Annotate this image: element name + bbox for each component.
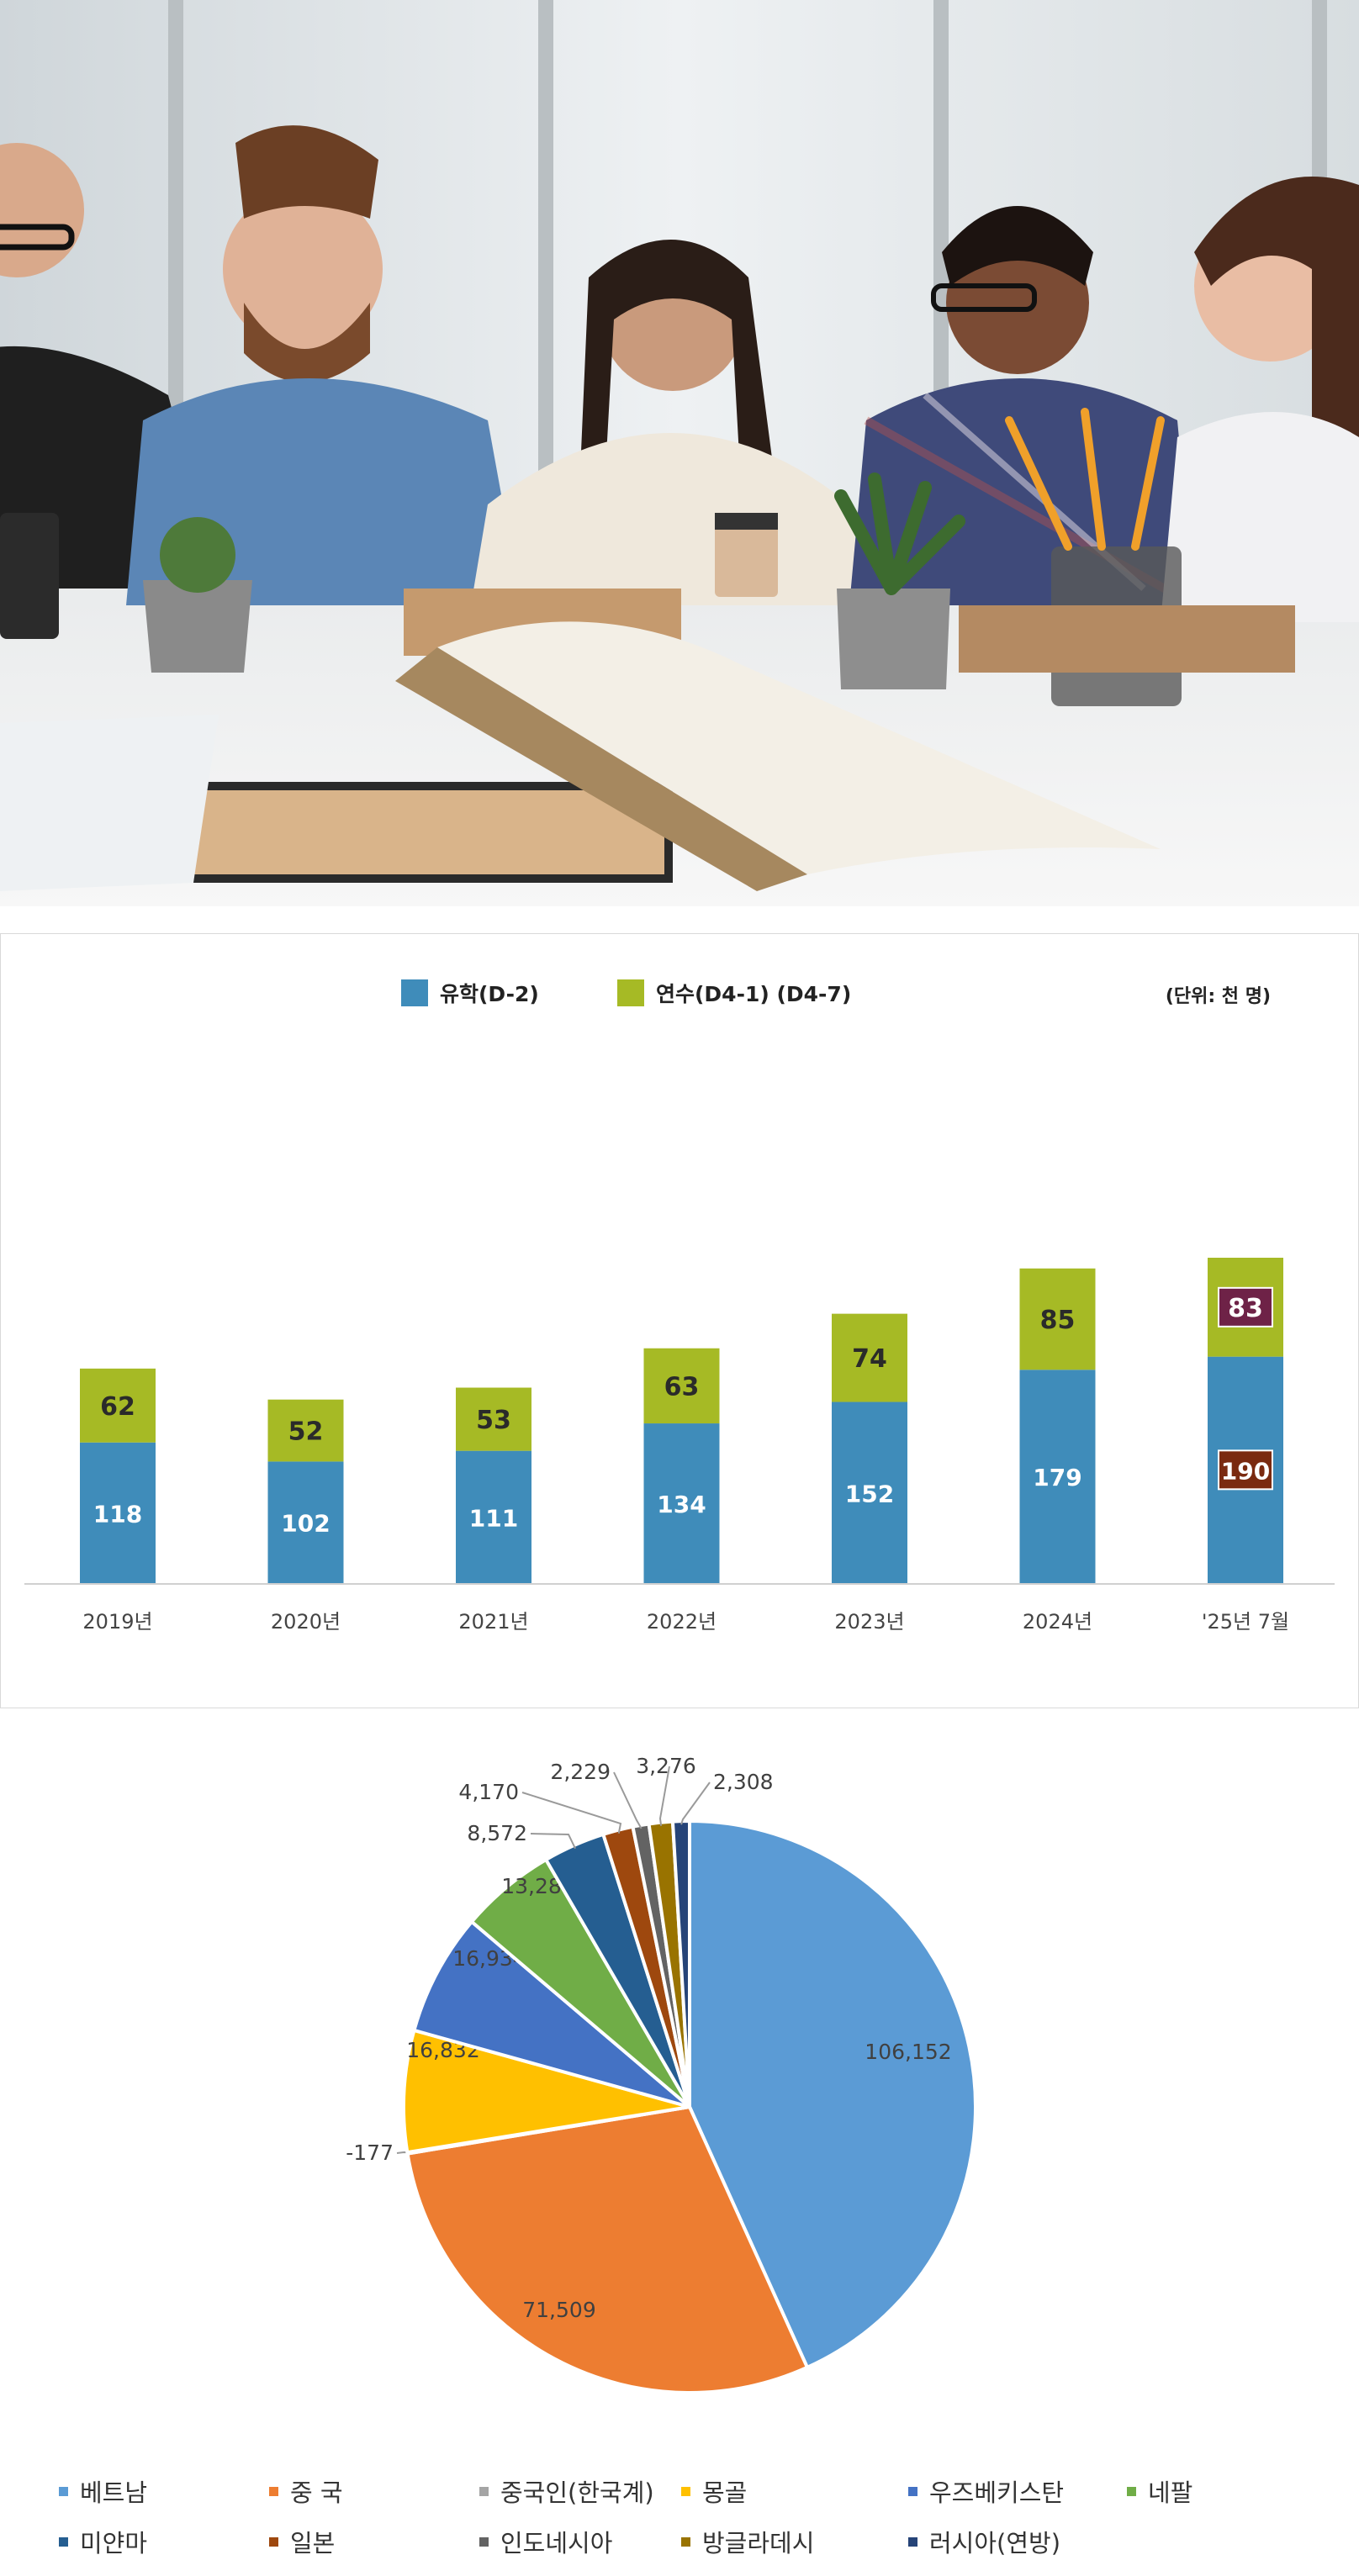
pie-legend-label: 중 국 [290, 2478, 343, 2507]
pie-legend-swatch [681, 2486, 690, 2496]
pie-leader-line [521, 1792, 622, 1834]
pie-chart-plot: 106,15271,509-17716,83216,93413,2858,572… [346, 1754, 977, 2394]
pie-value-label: -177 [346, 2141, 394, 2165]
pie-legend-label: 인도네시아 [500, 2529, 613, 2558]
bar-value-label: 53 [476, 1406, 511, 1435]
pie-leader-line [613, 1771, 642, 1829]
x-tick-label: 2024년 [1023, 1610, 1092, 1634]
pie-value-label: 8,572 [467, 1821, 527, 1845]
pie-slice-4 [411, 1919, 691, 2109]
bar-training-4 [832, 1313, 907, 1402]
pie-legend-swatch [269, 2536, 278, 2547]
bar-value-label: 85 [1040, 1306, 1076, 1335]
bar-training-5 [1019, 1268, 1096, 1370]
pie-legend-item: 러시아(연방) [908, 2524, 1060, 2559]
bar-study-3 [643, 1423, 720, 1583]
pie-value-label: 106,152 [865, 2040, 951, 2064]
pie-legend-label: 몽골 [702, 2478, 748, 2507]
pie-leader-line [680, 1782, 711, 1825]
legend-label-study: 유학(D-2) [440, 982, 539, 1006]
bar-value-label: 152 [845, 1480, 894, 1507]
pie-legend-label: 미얀마 [80, 2529, 148, 2558]
pie-chart-panel: 106,152 71,509 -177 16,832 16,934 13,285 8,572… [0, 1732, 1359, 2576]
pie-legend-swatch [59, 2486, 68, 2496]
pie-value-label: 4,170 [458, 1780, 519, 1804]
pie-legend-item: 베트남 [59, 2473, 147, 2509]
bar-value-label: 63 [664, 1372, 700, 1401]
pie-legend-label: 베트남 [80, 2478, 148, 2507]
bar-chart-legend: 유학(D-2) 연수(D4-1) (D4-7) [1, 978, 1358, 1011]
pie-legend-swatch [59, 2536, 68, 2547]
pie-legend-label: 네팔 [1148, 2478, 1193, 2507]
pie-legend-item: 우즈베키스탄 [908, 2473, 1064, 2509]
pie-legend-item: 방글라데시 [681, 2524, 814, 2559]
stacked-bar-chart-panel: 유학(D-2) 연수(D4-1) (D4-7) (단위: 천 명) 118 62 2… [0, 933, 1359, 1708]
pie-legend-label: 중국인(한국계) [500, 2478, 654, 2507]
bar-value-label: 74 [852, 1344, 887, 1374]
pie-legend-label: 우즈베키스탄 [929, 2478, 1065, 2507]
pie-legend-swatch [908, 2486, 917, 2496]
bar-training-3 [643, 1348, 720, 1424]
pie-legend-swatch [908, 2536, 917, 2547]
bar-value-label: 52 [288, 1417, 324, 1447]
bar-value-label: 83 [1228, 1294, 1263, 1323]
highlight-box-1 [1218, 1286, 1273, 1328]
pie-slice-0 [688, 1819, 977, 2370]
pie-slice-1 [405, 2104, 810, 2394]
x-tick-label: 2020년 [271, 1610, 341, 1634]
pie-slice-10 [670, 1819, 691, 2108]
bar-value-label: 102 [281, 1510, 330, 1538]
legend-swatch-study [401, 979, 428, 1006]
pie-value-label: 2,308 [713, 1770, 774, 1794]
bar-value-label: 190 [1221, 1457, 1270, 1485]
pie-legend-item: 네팔 [1127, 2473, 1192, 2509]
highlight-box-0 [1218, 1449, 1273, 1491]
pie-leader-line [530, 1833, 576, 1850]
pie-legend-swatch [681, 2536, 690, 2547]
pie-legend-item: 중국인(한국계) [479, 2473, 654, 2509]
bar-chart-plot: 118 62 2019년 102 52 2020년 111 53 2021년 134 63 2022년… [24, 1257, 1335, 1634]
bar-value-label: 111 [469, 1504, 518, 1532]
pie-legend-label: 러시아(연방) [929, 2529, 1061, 2558]
bar-study-0 [80, 1442, 156, 1583]
legend-label-training: 연수(D4-1) (D4-7) [656, 982, 852, 1006]
bar-value-label: 179 [1033, 1464, 1081, 1491]
bar-study-1 [267, 1461, 344, 1583]
bar-training-2 [456, 1387, 531, 1451]
bar-value-label: 134 [657, 1491, 706, 1518]
pie-legend-item: 인도네시아 [479, 2524, 612, 2559]
x-tick-label: '25년 7월 [1202, 1610, 1289, 1634]
bar-study-2 [456, 1450, 531, 1583]
bar-value-label: 62 [100, 1392, 135, 1422]
bar-training-0 [80, 1368, 156, 1443]
pie-legend-item: 미얀마 [59, 2524, 147, 2559]
students-photo [0, 0, 1359, 906]
x-tick-label: 2022년 [647, 1610, 717, 1634]
pie-legend-item: 중 국 [269, 2473, 343, 2509]
pie-leader-line [658, 1766, 670, 1826]
x-tick-label: 2019년 [82, 1610, 152, 1634]
unit-note: (단위: 천 명) [1165, 986, 1271, 1007]
pie-legend-item: 일본 [269, 2524, 335, 2559]
x-tick-label: 2021년 [458, 1610, 528, 1634]
bar-training-1 [267, 1399, 344, 1462]
pie-value-label: 3,276 [636, 1754, 696, 1778]
pie-slice-3 [402, 2028, 690, 2155]
pie-legend-item: 몽골 [681, 2473, 747, 2509]
pie-legend-swatch [479, 2536, 489, 2547]
legend-swatch-training [617, 979, 644, 1006]
x-tick-label: 2023년 [834, 1610, 904, 1634]
bar-value-label: 118 [93, 1500, 142, 1528]
pie-legend-label: 일본 [290, 2529, 336, 2558]
pie-value-label: 2,229 [550, 1760, 611, 1784]
bar-study-5 [1019, 1370, 1096, 1583]
legend-item-training: 연수(D4-1) (D4-7) [617, 978, 851, 1008]
pie-legend-swatch [269, 2486, 278, 2496]
pie-legend-swatch [1127, 2486, 1136, 2496]
pie-legend-swatch [479, 2486, 489, 2496]
pie-value-label: 71,509 [522, 2298, 595, 2322]
pie-legend-label: 방글라데시 [702, 2529, 815, 2558]
legend-item-study: 유학(D-2) [401, 978, 539, 1008]
bar-study-4 [832, 1401, 907, 1583]
